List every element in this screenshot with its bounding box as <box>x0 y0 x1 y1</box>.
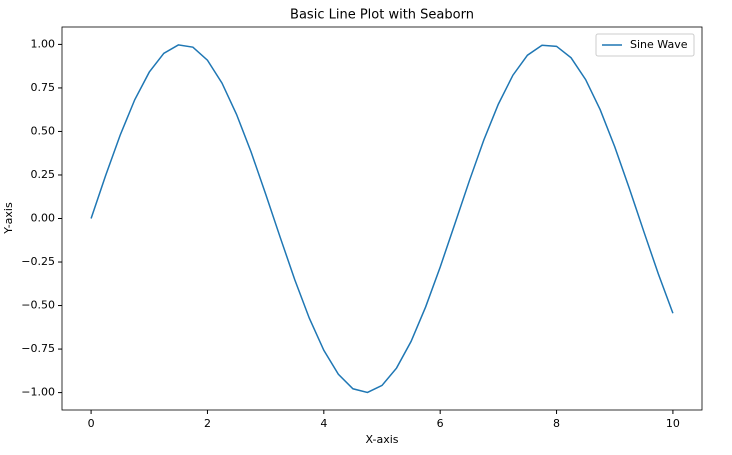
x-tick-label: 6 <box>437 417 444 430</box>
y-tick-label: 0.25 <box>31 168 56 181</box>
y-tick-label: −1.00 <box>21 386 55 399</box>
y-tick-label: 0.00 <box>31 212 56 225</box>
chart-title: Basic Line Plot with Seaborn <box>290 8 474 23</box>
y-tick-label: −0.25 <box>21 255 55 268</box>
plot-frame <box>61 26 703 411</box>
y-tick-label: 0.50 <box>31 124 56 137</box>
y-axis-label: Y-axis <box>2 202 15 235</box>
x-axis-label: X-axis <box>366 433 399 446</box>
x-tick-label: 2 <box>204 417 211 430</box>
y-tick-label: 0.75 <box>31 81 56 94</box>
y-tick-label: 1.00 <box>31 37 56 50</box>
y-tick-label: −0.75 <box>21 342 55 355</box>
legend-box <box>595 33 695 57</box>
y-tick-label: −0.50 <box>21 299 55 312</box>
line <box>90 44 674 394</box>
x-tick-label: 4 <box>320 417 327 430</box>
x-tick-label: 0 <box>88 417 95 430</box>
x-tick-label: 10 <box>666 417 680 430</box>
x-tick-label: 8 <box>553 417 560 430</box>
legend-label: Sine Wave <box>630 38 688 51</box>
